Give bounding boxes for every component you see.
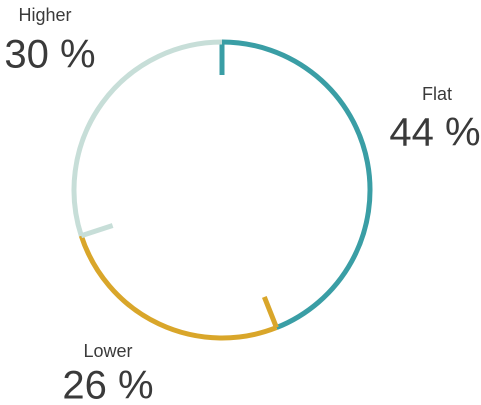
segment-tick <box>80 223 114 239</box>
segment-tick <box>262 296 279 329</box>
segment-value: 26 % <box>62 364 153 405</box>
segment <box>78 234 278 341</box>
segment-value: 44 % <box>389 111 480 155</box>
segment-label: Flat <box>422 84 452 104</box>
segment-label: Lower <box>83 341 132 361</box>
segment-label: Higher <box>18 5 71 25</box>
segment <box>221 39 373 330</box>
segment-value: 30 % <box>4 33 95 77</box>
segment <box>71 39 223 237</box>
